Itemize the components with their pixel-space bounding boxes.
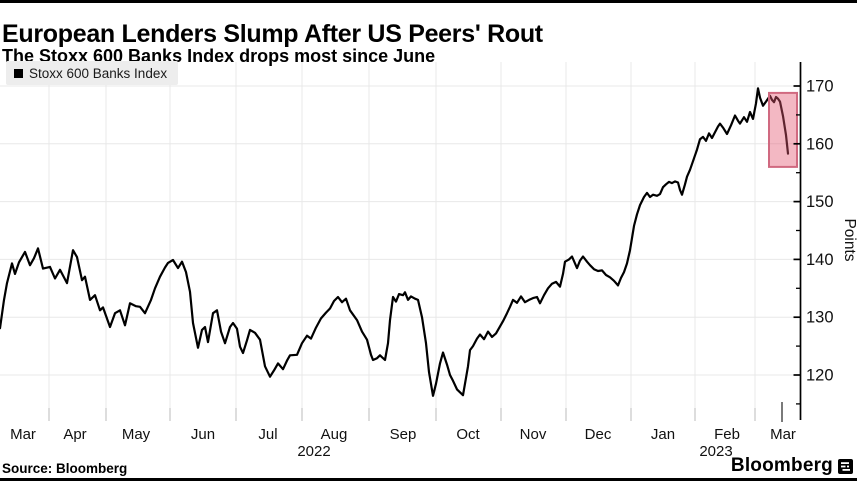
x-axis-year-label: 2023 xyxy=(699,443,732,460)
y-axis-tick-label: 160 xyxy=(806,135,834,153)
legend: Stoxx 600 Banks Index xyxy=(6,61,179,85)
bloomberg-terminal-icon xyxy=(838,458,853,474)
x-axis-tick-label: Mar xyxy=(770,426,796,443)
x-axis-tick-label: Aug xyxy=(321,426,348,443)
x-axis-tick-label: Jun xyxy=(191,426,215,443)
x-axis-tick-label: Mar xyxy=(10,426,36,443)
x-axis-tick-label: Apr xyxy=(63,426,86,443)
series-line xyxy=(0,87,790,397)
highlight-region xyxy=(768,91,798,168)
bloomberg-brand: Bloomberg xyxy=(731,455,853,477)
x-axis-tick-label: Dec xyxy=(585,426,612,443)
x-axis-tick-label: Jul xyxy=(258,426,277,443)
x-axis-tick-label: Feb xyxy=(714,426,740,443)
x-axis-tick-label: Sep xyxy=(390,426,417,443)
x-axis-year-label: 2022 xyxy=(297,443,330,460)
chart-subtitle: The Stoxx 600 Banks Index drops most sin… xyxy=(2,45,436,66)
bloomberg-wordmark: Bloomberg xyxy=(730,455,833,476)
legend-swatch-icon xyxy=(14,68,23,78)
y-axis-title: Points xyxy=(841,218,857,261)
bottom-rule xyxy=(0,478,857,481)
y-axis-tick-label: 170 xyxy=(806,78,834,96)
y-axis-tick-label: 130 xyxy=(806,309,834,327)
y-axis-tick-label: 140 xyxy=(806,251,834,269)
x-axis-tick-label: May xyxy=(122,426,151,443)
top-rule xyxy=(0,0,857,3)
source-text: Source: Bloomberg xyxy=(2,461,128,476)
x-axis-tick-label: Jan xyxy=(651,426,675,443)
legend-label: Stoxx 600 Banks Index xyxy=(29,65,168,81)
x-axis-tick-label: Nov xyxy=(520,426,547,443)
x-axis-tick-label: Oct xyxy=(456,426,480,443)
chart-title: European Lenders Slump After US Peers' R… xyxy=(2,19,543,48)
y-axis-tick-label: 150 xyxy=(806,193,834,211)
y-axis-tick-label: 120 xyxy=(806,367,834,385)
